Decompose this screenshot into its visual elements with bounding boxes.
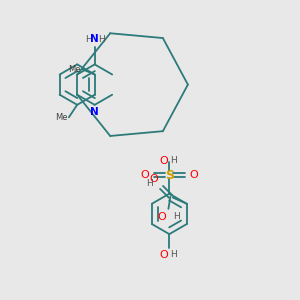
Text: Me: Me	[68, 65, 80, 74]
Text: Me: Me	[55, 113, 68, 122]
Text: O: O	[190, 170, 199, 180]
Text: S: S	[165, 169, 174, 182]
Text: O: O	[160, 156, 168, 166]
Text: H: H	[98, 34, 105, 43]
Text: H: H	[85, 34, 92, 43]
Text: O: O	[149, 174, 158, 184]
Text: H: H	[170, 250, 177, 260]
Text: N: N	[90, 34, 99, 44]
Text: H: H	[146, 179, 153, 188]
Text: O: O	[160, 250, 168, 260]
Text: O: O	[158, 212, 167, 222]
Text: O: O	[140, 170, 149, 180]
Text: H: H	[173, 212, 180, 221]
Text: H: H	[170, 157, 177, 166]
Text: N: N	[90, 107, 99, 117]
